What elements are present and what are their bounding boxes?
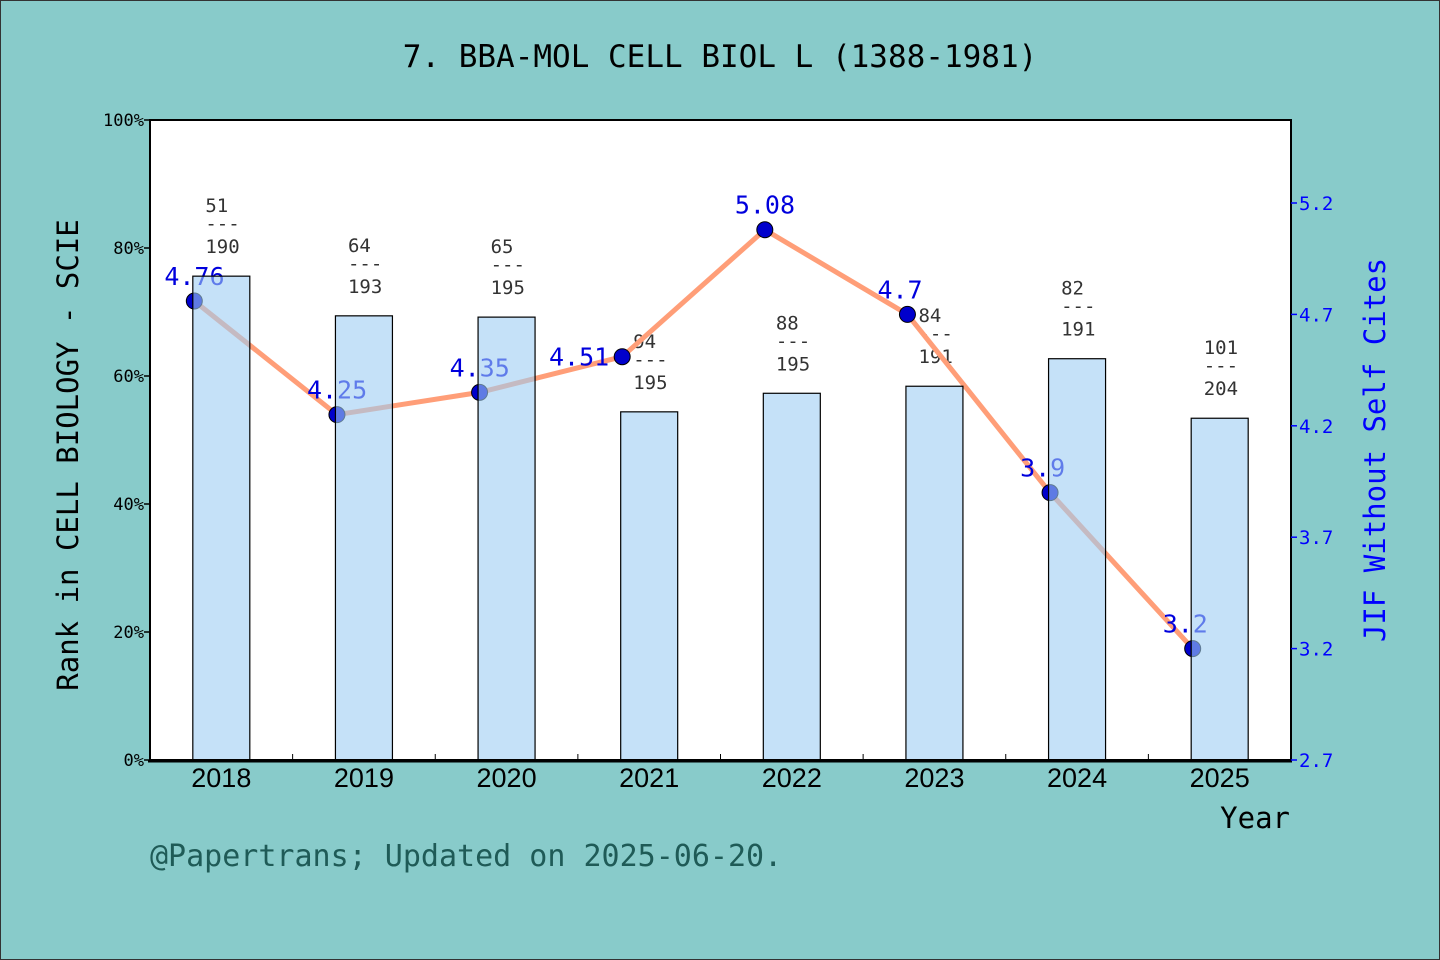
x-axis-label: Year bbox=[1220, 801, 1290, 835]
chart-title: 7. BBA-MOL CELL BIOL L (1388-1981) bbox=[403, 39, 1038, 75]
y2-tick-label: 4.2 bbox=[1299, 416, 1333, 438]
rank-divider: --- bbox=[1061, 296, 1095, 318]
rank-numerator: 82 bbox=[1061, 278, 1084, 300]
jif-value-label: 4.7 bbox=[877, 275, 922, 304]
rank-bar bbox=[1047, 358, 1107, 761]
rank-total: 191 bbox=[1061, 319, 1095, 341]
rank-bar bbox=[905, 385, 964, 761]
x-tick-label: 2022 bbox=[762, 763, 822, 793]
x-tick-label: 2025 bbox=[1190, 763, 1250, 793]
rank-numerator: 65 bbox=[491, 236, 514, 258]
rank-bar bbox=[762, 392, 821, 761]
rank-total: 204 bbox=[1204, 378, 1238, 400]
y-axis-label: Rank in CELL BIOLOGY - SCIE bbox=[51, 219, 85, 690]
y2-tick-label: 5.2 bbox=[1299, 193, 1333, 215]
rank-total: 193 bbox=[348, 276, 382, 298]
rank-numerator: 101 bbox=[1204, 337, 1238, 359]
jif-point bbox=[756, 221, 774, 239]
y2-tick-label: 3.7 bbox=[1299, 527, 1333, 549]
x-tick-label: 2020 bbox=[477, 763, 537, 793]
jif-value-label: 4.51 bbox=[549, 343, 609, 372]
x-tick-label: 2018 bbox=[191, 763, 251, 793]
y2-tick-label: 4.7 bbox=[1299, 304, 1333, 326]
jif-point bbox=[613, 348, 631, 366]
rank-numerator: 84 bbox=[918, 305, 941, 327]
y2-tick-label: 3.2 bbox=[1299, 639, 1333, 661]
x-tick-label: 2021 bbox=[619, 763, 679, 793]
rank-divider: --- bbox=[348, 253, 382, 275]
rank-bar bbox=[192, 275, 251, 761]
y-tick-label: 100% bbox=[103, 111, 144, 131]
y-tick-label: 20% bbox=[113, 623, 144, 643]
x-tick-label: 2023 bbox=[904, 763, 964, 793]
rank-divider: --- bbox=[205, 213, 239, 235]
x-tick-label: 2019 bbox=[334, 763, 394, 793]
y-tick-label: 0% bbox=[124, 751, 144, 771]
y-tick-label: 60% bbox=[113, 367, 144, 387]
y-tick-label: 80% bbox=[113, 239, 144, 259]
y2-tick-label: 2.7 bbox=[1299, 750, 1333, 772]
rank-divider: --- bbox=[491, 254, 525, 276]
rank-bar bbox=[334, 315, 394, 761]
rank-divider: --- bbox=[633, 349, 667, 371]
rank-total: 195 bbox=[633, 372, 667, 394]
y2-axis-label: JIF Without Self Cites bbox=[1358, 258, 1392, 642]
rank-divider: --- bbox=[1204, 355, 1238, 377]
rank-numerator: 51 bbox=[205, 195, 228, 217]
rank-numerator: 94 bbox=[633, 331, 656, 353]
footer-credit: @Papertrans; Updated on 2025-06-20. bbox=[150, 839, 782, 874]
rank-bar bbox=[620, 411, 679, 761]
rank-bar bbox=[1190, 417, 1249, 761]
y-tick-label: 40% bbox=[113, 495, 144, 515]
jif-value-label: 5.08 bbox=[735, 191, 795, 220]
rank-bar bbox=[477, 316, 536, 761]
rank-total: 190 bbox=[205, 236, 239, 258]
rank-numerator: 64 bbox=[348, 235, 371, 257]
rank-numerator: 88 bbox=[776, 312, 799, 334]
rank-divider: --- bbox=[776, 330, 810, 352]
rank-total: 195 bbox=[776, 353, 810, 375]
jif-point bbox=[898, 305, 916, 323]
x-tick-label: 2024 bbox=[1047, 763, 1107, 793]
rank-total: 195 bbox=[491, 277, 525, 299]
plot-area bbox=[150, 120, 1291, 760]
